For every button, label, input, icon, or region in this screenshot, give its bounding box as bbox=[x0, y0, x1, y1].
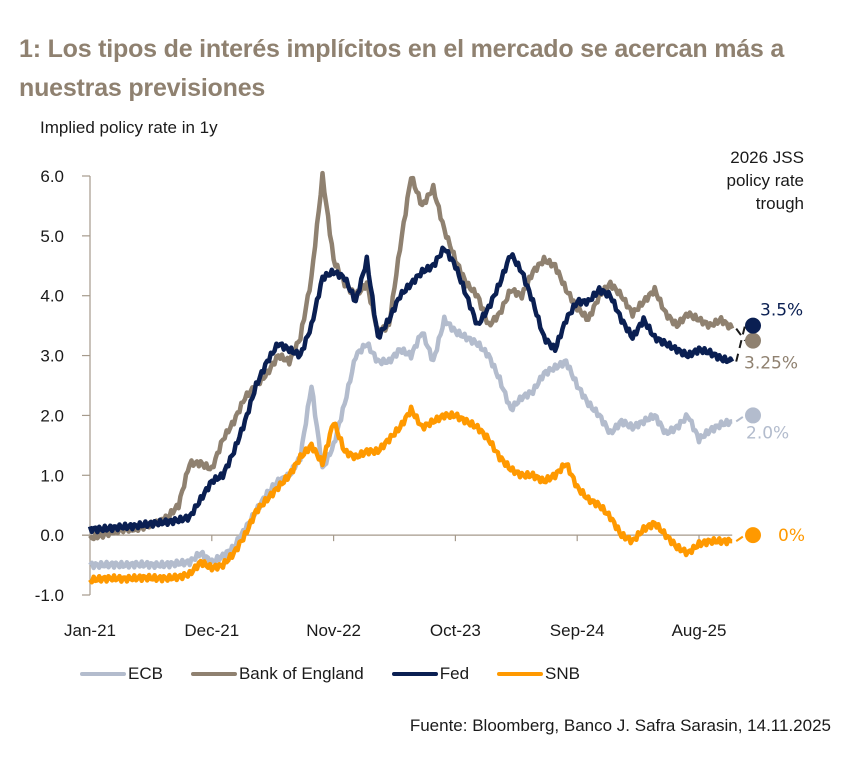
legend-swatch-boe bbox=[190, 672, 237, 676]
x-tick-label: Nov-22 bbox=[306, 621, 361, 640]
x-tick-label: Jan-21 bbox=[64, 621, 116, 640]
y-tick-label: 3.0 bbox=[40, 347, 64, 366]
forecast-markers: 2.0% 3.25% 3.5% 0% bbox=[735, 301, 805, 546]
forecast-dot-ecb bbox=[745, 407, 761, 424]
forecast-dot-bank-of-england bbox=[745, 332, 761, 349]
legend-label-ecb: ECB bbox=[128, 664, 163, 683]
y-tick-label: 0.0 bbox=[40, 526, 64, 545]
series-lines bbox=[87, 170, 735, 585]
y-tick-label: 5.0 bbox=[40, 227, 64, 246]
forecast-connector-snb bbox=[735, 534, 746, 542]
legend-item-fed: Fed bbox=[391, 664, 470, 684]
forecast-annotation: 2026 JSS policy rate trough bbox=[726, 148, 804, 213]
legend-label-boe: Bank of England bbox=[238, 664, 364, 683]
legend-label-fed: Fed bbox=[439, 664, 470, 683]
y-axis-label: Implied policy rate in 1y bbox=[40, 118, 218, 137]
x-tick-label: Aug-25 bbox=[672, 621, 727, 640]
legend-swatch-ecb bbox=[80, 672, 126, 676]
legend: ECB Bank of England Fed SNB bbox=[80, 664, 608, 684]
legend-label-snb: SNB bbox=[545, 664, 580, 683]
legend-swatch-fed bbox=[391, 672, 438, 676]
forecast-dot-fed bbox=[745, 317, 761, 334]
x-tick-label: Sep-24 bbox=[550, 621, 605, 640]
x-tick-label: Dec-21 bbox=[184, 621, 239, 640]
y-tick-label: 4.0 bbox=[40, 287, 64, 306]
legend-item-ecb: ECB bbox=[80, 664, 163, 684]
source-note: Fuente: Bloomberg, Banco J. Safra Sarasi… bbox=[409, 716, 831, 735]
y-tick-label: 1.0 bbox=[40, 466, 64, 485]
forecast-label-fed: 3.5% bbox=[760, 301, 803, 321]
legend-item-boe: Bank of England bbox=[190, 664, 364, 684]
chart-title: 1: Los tipos de interés implícitos en el… bbox=[19, 35, 785, 102]
x-tick-label: Oct-23 bbox=[430, 621, 481, 640]
forecast-label-snb: 0% bbox=[778, 526, 805, 546]
series-line-fed bbox=[87, 245, 735, 535]
y-tick-label: 6.0 bbox=[40, 167, 64, 186]
forecast-dot-snb bbox=[745, 527, 761, 544]
forecast-label-bank-of-england: 3.25% bbox=[744, 354, 798, 374]
y-tick-label: 2.0 bbox=[40, 406, 64, 425]
forecast-label-ecb: 2.0% bbox=[746, 423, 789, 443]
series-line-snb bbox=[88, 404, 733, 585]
legend-item-snb: SNB bbox=[497, 664, 580, 684]
y-tick-label: -1.0 bbox=[35, 586, 64, 605]
forecast-connector-bank-of-england bbox=[735, 328, 746, 342]
series-line-bank-of-england bbox=[88, 170, 735, 542]
series-line-ecb bbox=[88, 314, 733, 571]
forecast-connector-fed bbox=[735, 325, 746, 362]
forecast-connector-ecb bbox=[735, 414, 746, 423]
legend-swatch-snb bbox=[497, 672, 544, 676]
